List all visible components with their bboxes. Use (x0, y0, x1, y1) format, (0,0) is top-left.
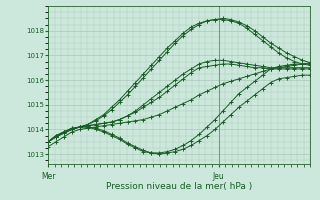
X-axis label: Pression niveau de la mer( hPa ): Pression niveau de la mer( hPa ) (106, 182, 252, 191)
